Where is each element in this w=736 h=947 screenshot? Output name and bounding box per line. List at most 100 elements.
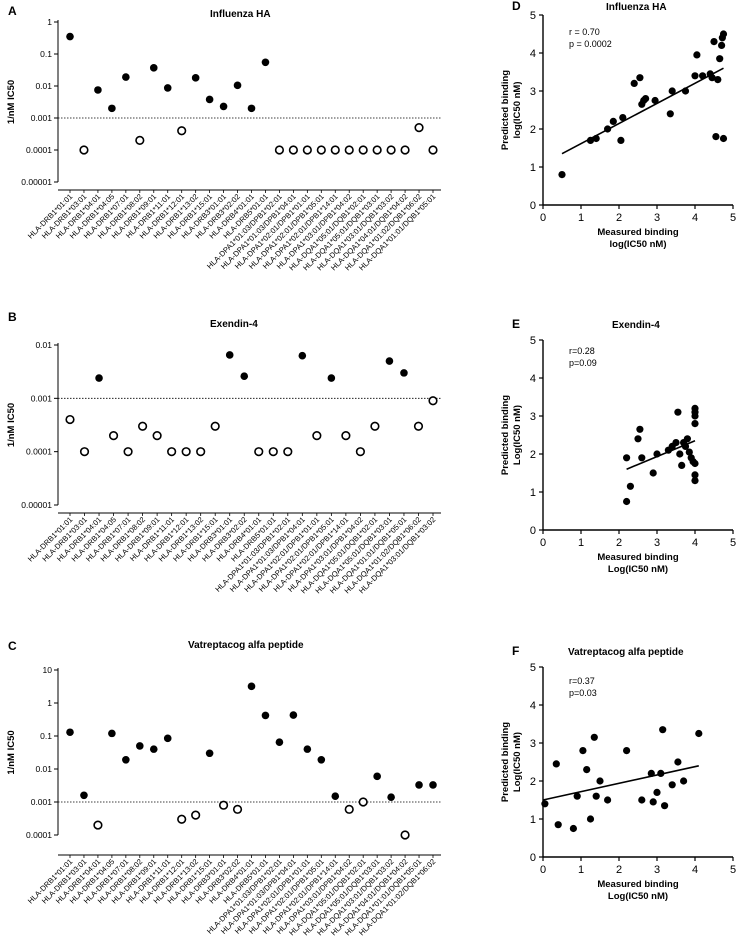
y-tick-label: 1: [47, 698, 52, 708]
data-point-open: [232, 804, 243, 814]
data-point-open: [370, 421, 380, 431]
x-axis-label-unit: Log(IC50 nM): [608, 564, 668, 575]
data-point-open: [428, 145, 438, 155]
y-tick-label: 0.0001: [26, 447, 52, 457]
data-point: [659, 726, 667, 734]
data-point: [719, 30, 728, 38]
stat-r: r=0.28: [569, 346, 595, 356]
y-tick-label: 0.01: [35, 340, 52, 350]
y-tick-label: 2: [530, 124, 536, 136]
data-point: [653, 788, 661, 797]
y-axis-label-unit: Log(IC50 nM): [512, 732, 523, 792]
y-tick-label: 0.001: [31, 797, 53, 807]
data-point: [552, 760, 560, 768]
data-point-open: [358, 145, 368, 155]
stat-p: p=0.09: [569, 358, 597, 368]
data-point: [647, 769, 655, 778]
data-point: [710, 38, 718, 46]
data-point: [681, 442, 690, 450]
data-point-filled: [66, 32, 74, 41]
y-tick-label: 4: [530, 700, 536, 712]
x-tick-label: 0: [540, 537, 546, 549]
data-point: [586, 815, 595, 823]
y-tick-label: 0.01: [35, 81, 52, 91]
data-point-open: [288, 145, 298, 155]
y-tick-label: 0: [530, 200, 536, 212]
y-tick-label: 0.00001: [21, 177, 52, 187]
data-point-filled: [327, 374, 336, 382]
x-tick-label: 4: [692, 212, 698, 224]
data-point-filled: [261, 711, 270, 720]
data-point: [716, 55, 724, 63]
y-tick-label: 0: [530, 852, 536, 864]
data-point: [691, 459, 699, 468]
data-point: [558, 171, 566, 179]
y-tick-label: 1: [530, 814, 536, 826]
data-point-open: [344, 804, 354, 814]
data-point: [699, 72, 707, 80]
y-tick-label: 1: [530, 487, 536, 499]
x-tick-label: 5: [730, 864, 736, 876]
data-point: [653, 450, 661, 458]
data-point-filled: [163, 84, 172, 92]
data-point-filled: [240, 372, 249, 381]
data-point: [691, 420, 699, 428]
x-tick-label: 2: [616, 537, 622, 549]
data-point: [683, 435, 692, 443]
x-tick-label: 3: [654, 864, 660, 876]
data-point: [661, 802, 669, 810]
data-point: [569, 824, 578, 833]
data-point-filled: [225, 351, 234, 359]
x-tick-label: 5: [730, 212, 736, 224]
data-point-filled: [247, 104, 256, 113]
x-tick-label: 3: [654, 537, 660, 549]
data-point-filled: [205, 749, 214, 758]
y-axis-label: Predicted binding: [500, 395, 511, 475]
stat-r: r = 0.70: [569, 27, 600, 37]
data-point-filled: [289, 711, 298, 719]
data-point: [674, 758, 682, 766]
y-tick-label: 3: [530, 411, 536, 423]
x-tick-label: 5: [730, 537, 736, 549]
data-point: [657, 769, 665, 778]
data-point-open: [79, 447, 90, 457]
data-point-open: [138, 421, 148, 431]
data-point-filled: [94, 86, 102, 94]
panel-label: C: [8, 639, 17, 653]
data-point: [685, 448, 693, 456]
data-point-open: [428, 396, 438, 406]
y-tick-label: 0.0001: [26, 145, 52, 155]
x-axis-label-unit: Log(IC50 nM): [608, 891, 668, 902]
y-axis-label: Predicted binding: [500, 722, 511, 802]
data-point-open: [177, 126, 187, 136]
stat-p: p = 0.0002: [569, 39, 612, 49]
data-point-filled: [298, 351, 307, 360]
data-point: [649, 469, 657, 477]
data-point-open: [254, 447, 264, 457]
data-point-open: [210, 421, 220, 431]
y-tick-label: 0.0001: [26, 830, 52, 840]
data-point: [623, 497, 631, 506]
y-tick-label: 1: [530, 162, 536, 174]
data-point: [623, 747, 631, 755]
data-point-open: [191, 810, 201, 820]
data-point-filled: [122, 756, 130, 764]
y-axis-label: 1/nM IC50: [6, 403, 17, 447]
y-axis-label-unit: Log(IC50 nM): [512, 405, 523, 465]
data-point: [634, 435, 642, 443]
chart-title: Vatreptacog alfa peptide: [568, 647, 684, 658]
data-point-filled: [108, 729, 116, 738]
data-point: [672, 439, 680, 447]
data-point-filled: [66, 728, 74, 737]
data-point: [681, 87, 690, 95]
data-point-open: [79, 145, 89, 155]
data-point-open: [196, 447, 206, 457]
data-point-open: [358, 797, 368, 807]
data-point: [651, 96, 659, 105]
data-point-filled: [108, 104, 116, 113]
data-point: [714, 76, 722, 84]
y-tick-label: 1: [47, 17, 52, 27]
data-point-filled: [205, 95, 214, 104]
